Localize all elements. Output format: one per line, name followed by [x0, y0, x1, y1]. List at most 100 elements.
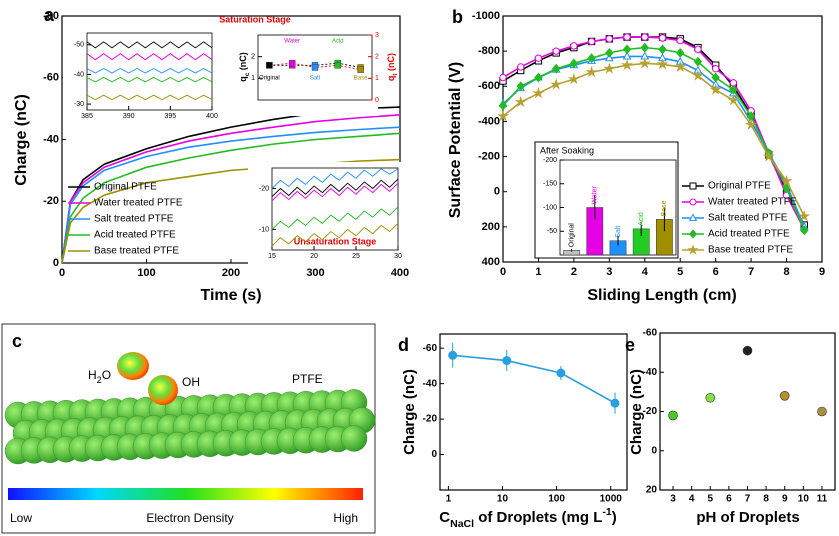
marker — [517, 63, 525, 71]
legend-marker — [689, 182, 697, 190]
legend-label: Original PTFE — [94, 182, 157, 193]
series-line — [86, 41, 213, 49]
y-tick-label: -60 — [43, 72, 59, 84]
series-line — [61, 132, 401, 264]
water-molecule — [117, 352, 149, 380]
marker — [534, 54, 543, 62]
label-part: (nC) — [386, 53, 396, 74]
series-line — [271, 206, 399, 230]
y-tick-label: 0 — [494, 186, 500, 198]
series-line — [61, 126, 401, 264]
plot-frame — [86, 32, 213, 111]
legend-label: Salt treated PTFE — [94, 214, 174, 225]
point — [817, 406, 827, 417]
y-tick-label: -20 — [259, 185, 269, 192]
point — [668, 410, 678, 421]
marker — [762, 150, 775, 162]
marker — [532, 87, 545, 99]
x-tick-label: 1000 — [600, 494, 623, 505]
x-tick-label: 100 — [137, 267, 155, 279]
x-tick-label: 7 — [745, 494, 751, 505]
legend-label: Base treated PTFE — [94, 246, 179, 257]
y-tick-label: -40 — [43, 133, 59, 145]
marker — [502, 356, 512, 366]
x-tick-label: 8 — [763, 494, 769, 505]
panel-label: d — [398, 335, 409, 355]
x-tick-label: 10 — [497, 494, 509, 505]
y2-tick-label: 0 — [375, 97, 379, 104]
x-tick-label: 100 — [548, 494, 565, 505]
marker — [551, 63, 561, 74]
inset-title: Saturation Stage — [219, 14, 291, 24]
y-tick-label: -50 — [547, 228, 557, 235]
inset-background — [63, 27, 218, 126]
marker — [587, 37, 596, 46]
marker — [780, 174, 793, 187]
y-tick-label: -40 — [423, 378, 438, 389]
x-tick-label: 7 — [748, 266, 754, 278]
category-label: Water — [284, 39, 300, 45]
panel-label: e — [625, 335, 635, 355]
x-tick-label: 300 — [306, 267, 324, 279]
y2-tick-label: 1 — [375, 75, 379, 82]
panel-label: c — [12, 331, 22, 351]
x-tick-label: 6 — [713, 266, 719, 278]
marker — [605, 35, 614, 43]
panel-label: b — [452, 7, 463, 27]
y-tick-label: 1 — [251, 75, 255, 82]
y-tick-label: -200 — [543, 157, 557, 164]
marker — [498, 100, 508, 111]
y-tick-label: -150 — [543, 181, 557, 188]
legend-label: Water treated PTFE — [708, 197, 797, 208]
marker — [605, 47, 614, 58]
x-tick-label: 30 — [394, 253, 402, 260]
marker — [550, 78, 563, 90]
category-label: Original — [259, 76, 280, 82]
marker — [448, 350, 458, 360]
scale-high: High — [333, 511, 358, 525]
y-tick-label: -600 — [478, 80, 500, 92]
x-tick-label: 385 — [81, 113, 93, 120]
y-tick-label: 0 — [431, 449, 437, 460]
marker — [674, 60, 687, 73]
color-scale — [8, 488, 363, 500]
scale-title: Electron Density — [146, 511, 233, 525]
marker — [641, 33, 649, 41]
y2-tick-label: 2 — [375, 54, 379, 61]
marker — [499, 73, 507, 82]
panel-label: a — [44, 5, 55, 25]
legend-label: Salt treated PTFE — [708, 213, 788, 224]
axis-label: CNaCl of Droplets (mg L-1) — [439, 506, 616, 530]
y-tick-label: -20 — [43, 195, 59, 207]
x-tick-label: 200 — [222, 267, 240, 279]
marker — [266, 62, 273, 69]
series-line — [86, 68, 213, 74]
y-tick-label: -40 — [643, 367, 658, 378]
y2-tick-label: 3 — [375, 32, 379, 39]
x-tick-label: 4 — [689, 494, 695, 505]
x-tick-label: 390 — [123, 113, 135, 120]
y-tick-label: 20 — [646, 485, 658, 496]
plot-frame — [439, 333, 628, 491]
label-part: (nC) — [238, 52, 248, 73]
marker — [587, 53, 596, 64]
y-tick-label: -60 — [423, 343, 438, 354]
marker — [676, 36, 684, 45]
axis-label: Charge (nC) — [401, 369, 418, 455]
label-part: C — [439, 509, 450, 526]
x-tick-label: 0 — [59, 267, 65, 279]
x-tick-label: 10 — [798, 494, 810, 505]
x-tick-label: 4 — [642, 266, 649, 278]
inset-title: Unsaturation Stage — [294, 236, 377, 246]
y-tick-label: -1000 — [472, 10, 500, 22]
hydroxyl-label: OH — [182, 375, 200, 389]
marker — [534, 72, 543, 83]
y-tick-label: -10 — [259, 226, 269, 233]
polymer-label: PTFE — [292, 372, 323, 386]
marker — [798, 210, 811, 222]
inset-background — [534, 141, 679, 259]
marker — [727, 94, 740, 106]
marker — [622, 44, 632, 55]
x-tick-label: 6 — [726, 494, 732, 505]
